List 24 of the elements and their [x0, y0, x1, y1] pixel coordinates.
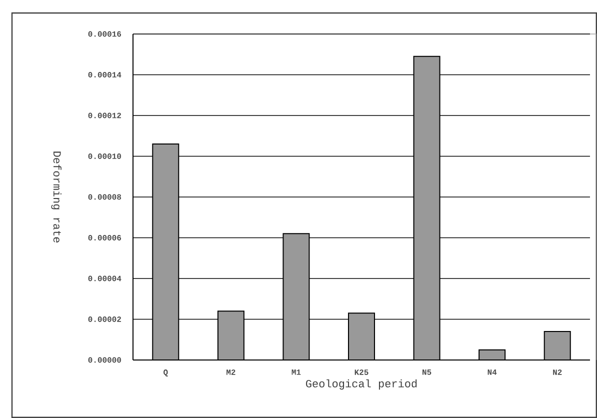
- y-tick-label: 0.00008: [88, 194, 122, 200]
- y-tick-label: 0.00012: [88, 112, 121, 118]
- bar: [152, 144, 179, 360]
- y-tick-label: 0.00006: [88, 235, 122, 240]
- x-tick-label: N2: [553, 370, 562, 375]
- y-tick-label: 0.00016: [88, 31, 122, 37]
- bar: [348, 313, 374, 360]
- y-tick-label: 0.00014: [88, 72, 122, 78]
- x-tick-label: Q: [164, 370, 168, 376]
- y-tick-label: 0.00010: [88, 154, 122, 159]
- y-tick-label: 0.00002: [88, 316, 121, 322]
- x-tick-label: M1: [292, 370, 301, 375]
- x-axis-title: Geological period: [306, 379, 417, 390]
- x-tick-label: N4: [488, 370, 497, 375]
- x-tick-label: K25: [354, 370, 368, 375]
- bar: [544, 330, 571, 360]
- bar: [414, 56, 440, 360]
- bar: [283, 234, 310, 360]
- bar: [218, 311, 244, 360]
- y-axis-title: Deforming rate: [51, 152, 62, 242]
- x-tick-label: N5: [422, 370, 432, 375]
- x-tick-label: M2: [226, 370, 236, 375]
- y-tick-label: 0.00004: [88, 276, 122, 282]
- y-tick-label: 0.00000: [88, 357, 122, 363]
